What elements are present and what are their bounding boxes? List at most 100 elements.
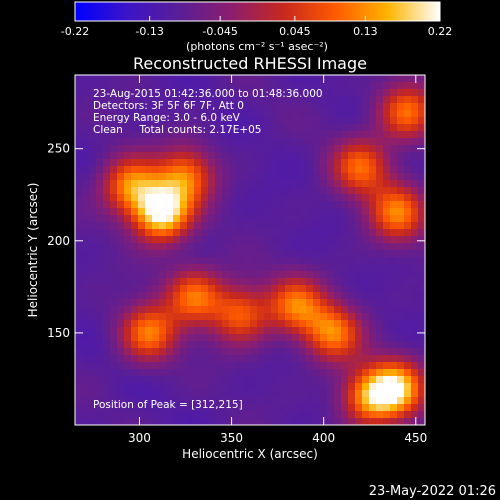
heatmap-cell <box>236 292 244 300</box>
heatmap-cell <box>313 271 321 279</box>
heatmap-cell <box>166 236 174 244</box>
heatmap-cell <box>299 180 307 188</box>
heatmap-cell <box>89 411 97 419</box>
heatmap-cell <box>243 145 251 153</box>
heatmap-cell <box>334 264 342 272</box>
heatmap-cell <box>89 82 97 90</box>
heatmap-cell <box>397 159 405 167</box>
heatmap-cell <box>103 110 111 118</box>
heatmap-cell <box>222 390 230 398</box>
heatmap-cell <box>278 96 286 104</box>
heatmap-cell <box>313 299 321 307</box>
heatmap-cell <box>355 250 363 258</box>
heatmap-cell <box>194 327 202 335</box>
heatmap-cell <box>404 117 412 125</box>
heatmap-cell <box>229 236 237 244</box>
heatmap-cell <box>159 264 167 272</box>
heatmap-cell <box>341 173 349 181</box>
heatmap-cell <box>173 313 181 321</box>
heatmap-cell <box>243 264 251 272</box>
heatmap-cell <box>145 292 153 300</box>
heatmap-cell <box>271 341 279 349</box>
heatmap-cell <box>229 159 237 167</box>
heatmap-cell <box>418 194 425 202</box>
heatmap-cell <box>117 159 125 167</box>
heatmap-cell <box>278 355 286 363</box>
heatmap-cell <box>299 397 307 405</box>
heatmap-cell <box>376 271 384 279</box>
heatmap-cell <box>222 159 230 167</box>
heatmap-cell <box>166 222 174 230</box>
heatmap-cell <box>306 390 314 398</box>
heatmap-cell <box>117 82 125 90</box>
heatmap-cell <box>103 327 111 335</box>
heatmap-cell <box>292 264 300 272</box>
heatmap-cell <box>278 404 286 412</box>
heatmap-cell <box>117 75 125 83</box>
heatmap-cell <box>145 89 153 97</box>
heatmap-cell <box>138 383 146 391</box>
heatmap-cell <box>390 411 398 419</box>
heatmap-cell <box>243 201 251 209</box>
heatmap-cell <box>117 306 125 314</box>
heatmap-cell <box>390 187 398 195</box>
heatmap-cell <box>96 187 104 195</box>
heatmap-cell <box>341 285 349 293</box>
heatmap-cell <box>159 397 167 405</box>
heatmap-cell <box>313 159 321 167</box>
heatmap-cell <box>243 327 251 335</box>
heatmap-cell <box>362 215 370 223</box>
heatmap-cell <box>194 103 202 111</box>
heatmap-cell <box>355 362 363 370</box>
heatmap-cell <box>75 96 83 104</box>
heatmap-cell <box>222 82 230 90</box>
heatmap-cell <box>383 215 391 223</box>
heatmap-cell <box>117 194 125 202</box>
heatmap-cell <box>369 138 377 146</box>
heatmap-cell <box>313 348 321 356</box>
heatmap-cell <box>383 299 391 307</box>
heatmap-cell <box>327 355 335 363</box>
heatmap-cell <box>159 341 167 349</box>
heatmap-cell <box>292 306 300 314</box>
heatmap-cell <box>397 278 405 286</box>
heatmap-cell <box>341 390 349 398</box>
heatmap-cell <box>390 404 398 412</box>
heatmap-cell <box>173 131 181 139</box>
heatmap-cell <box>131 397 139 405</box>
heatmap-cell <box>152 222 160 230</box>
heatmap-cell <box>257 327 265 335</box>
heatmap-cell <box>180 173 188 181</box>
heatmap-cell <box>334 334 342 342</box>
heatmap-cell <box>278 229 286 237</box>
heatmap-cell <box>124 152 132 160</box>
heatmap-cell <box>292 376 300 384</box>
heatmap-cell <box>418 320 425 328</box>
heatmap-cell <box>264 208 272 216</box>
heatmap-cell <box>208 313 216 321</box>
heatmap-cell <box>383 243 391 251</box>
heatmap-cell <box>180 110 188 118</box>
heatmap-cell <box>299 229 307 237</box>
heatmap-cell <box>131 187 139 195</box>
heatmap-cell <box>271 362 279 370</box>
heatmap-cell <box>285 243 293 251</box>
heatmap-cell <box>187 376 195 384</box>
heatmap-cell <box>215 348 223 356</box>
heatmap-cell <box>250 390 258 398</box>
heatmap-cell <box>243 397 251 405</box>
heatmap-cell <box>96 390 104 398</box>
heatmap-cell <box>348 250 356 258</box>
heatmap-cell <box>418 124 425 132</box>
heatmap-cell <box>222 103 230 111</box>
heatmap-cell <box>341 110 349 118</box>
heatmap-cell <box>75 355 83 363</box>
heatmap-cell <box>369 390 377 398</box>
heatmap-cell <box>166 334 174 342</box>
heatmap-cell <box>236 334 244 342</box>
heatmap-cell <box>362 180 370 188</box>
heatmap-cell <box>264 124 272 132</box>
heatmap-cell <box>222 124 230 132</box>
heatmap-cell <box>369 222 377 230</box>
